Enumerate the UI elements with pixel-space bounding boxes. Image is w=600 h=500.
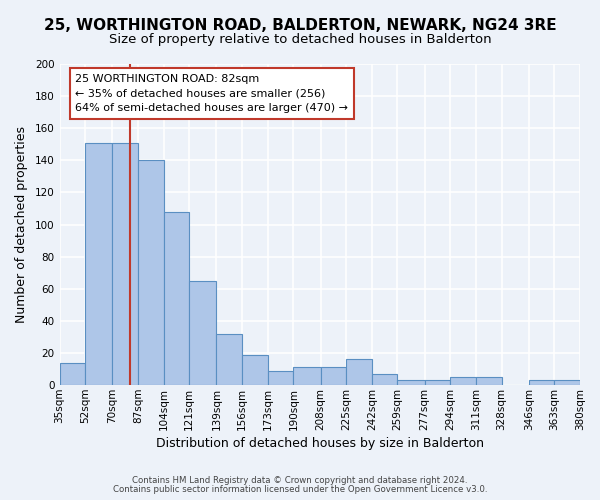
Text: 25, WORTHINGTON ROAD, BALDERTON, NEWARK, NG24 3RE: 25, WORTHINGTON ROAD, BALDERTON, NEWARK,…: [44, 18, 556, 32]
Bar: [554, 380, 580, 385]
Bar: [476, 377, 502, 385]
Bar: [242, 354, 268, 385]
Bar: [425, 380, 450, 385]
Bar: [397, 380, 425, 385]
Text: Size of property relative to detached houses in Balderton: Size of property relative to detached ho…: [109, 32, 491, 46]
Bar: [320, 368, 346, 385]
Bar: [268, 370, 293, 385]
Text: 25 WORTHINGTON ROAD: 82sqm
← 35% of detached houses are smaller (256)
64% of sem: 25 WORTHINGTON ROAD: 82sqm ← 35% of deta…: [75, 74, 348, 113]
Text: Contains HM Land Registry data © Crown copyright and database right 2024.: Contains HM Land Registry data © Crown c…: [132, 476, 468, 485]
Bar: [189, 281, 217, 385]
Bar: [293, 368, 320, 385]
Bar: [138, 160, 164, 385]
Bar: [85, 142, 112, 385]
Y-axis label: Number of detached properties: Number of detached properties: [15, 126, 28, 323]
Bar: [217, 334, 242, 385]
Bar: [450, 377, 476, 385]
Bar: [112, 142, 138, 385]
X-axis label: Distribution of detached houses by size in Balderton: Distribution of detached houses by size …: [156, 437, 484, 450]
Bar: [164, 212, 189, 385]
Bar: [59, 362, 85, 385]
Bar: [372, 374, 397, 385]
Bar: [346, 360, 372, 385]
Bar: [529, 380, 554, 385]
Text: Contains public sector information licensed under the Open Government Licence v3: Contains public sector information licen…: [113, 485, 487, 494]
